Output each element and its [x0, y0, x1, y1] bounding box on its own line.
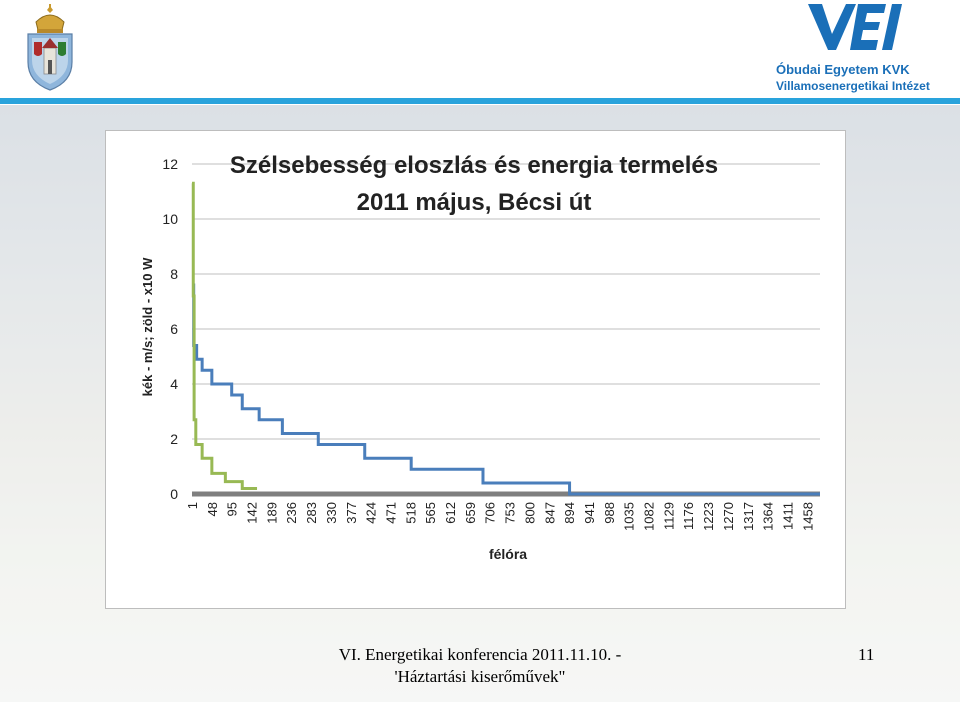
institution-name: Óbudai Egyetem KVK — [776, 62, 910, 77]
y-tick-label: 2 — [170, 431, 178, 447]
footer-line-2: 'Háztartási kiserőművek" — [394, 667, 566, 686]
y-tick-label: 12 — [162, 156, 178, 172]
footer-caption: VI. Energetikai konferencia 2011.11.10. … — [270, 644, 690, 688]
x-tick-label: 894 — [562, 502, 577, 524]
x-tick-label: 1364 — [761, 502, 776, 531]
x-tick-label: 1411 — [780, 502, 795, 530]
y-tick-label: 4 — [170, 376, 178, 392]
x-tick-label: 142 — [245, 502, 260, 524]
x-tick-label: 565 — [423, 502, 438, 524]
x-tick-label: 753 — [503, 502, 518, 524]
x-tick-label: 1129 — [661, 502, 676, 530]
x-tick-label: 612 — [443, 502, 458, 524]
x-tick-labels: 1 48 95 142 189 236 283 330 377 424 471 518 565 612 65… — [185, 502, 815, 531]
y-tick-labels: 0 2 4 6 8 10 12 — [162, 156, 178, 502]
x-tick-label: 48 — [205, 502, 220, 516]
x-tick-label: 1 — [185, 502, 200, 509]
y-tick-label: 6 — [170, 321, 178, 337]
page-number: 11 — [858, 645, 875, 664]
x-tick-label: 1082 — [642, 502, 657, 531]
x-tick-label: 800 — [522, 502, 537, 524]
x-tick-label: 1035 — [622, 502, 637, 531]
y-tick-label: 10 — [162, 211, 178, 227]
y-tick-label: 8 — [170, 266, 178, 282]
chart-panel: 0 2 4 6 8 10 12 1 48 95 142 189 236 283 330 377 424 471 5… — [105, 130, 846, 609]
x-tick-label: 1223 — [701, 502, 716, 531]
x-tick-label: 330 — [324, 502, 339, 524]
y-axis-label: kék - m/s; zöld - x10 W — [140, 257, 155, 396]
university-crest-icon — [27, 4, 73, 91]
vei-logo-icon — [808, 4, 902, 50]
x-tick-label: 988 — [602, 502, 617, 524]
x-tick-label: 518 — [403, 502, 418, 524]
x-tick-label: 377 — [344, 502, 359, 524]
x-tick-label: 941 — [582, 502, 597, 524]
x-tick-label: 95 — [225, 502, 240, 516]
x-tick-label: 1458 — [800, 502, 815, 531]
institute-name: Villamosenergetikai Intézet — [776, 79, 930, 93]
x-tick-label: 1317 — [741, 502, 756, 531]
x-tick-label: 283 — [304, 502, 319, 524]
x-tick-label: 659 — [463, 502, 478, 524]
x-tick-label: 471 — [383, 502, 398, 524]
x-axis-label: félóra — [489, 546, 527, 562]
series-lines — [191, 181, 820, 497]
series-line-2 — [191, 181, 258, 490]
series-line-1 — [192, 283, 820, 496]
x-tick-label: 847 — [542, 502, 557, 524]
chart-svg: 0 2 4 6 8 10 12 1 48 95 142 189 236 283 330 377 424 471 5… — [140, 152, 820, 562]
chart-subtitle: 2011 május, Bécsi út — [357, 189, 592, 216]
x-tick-label: 1176 — [681, 502, 696, 530]
header-accent-bar — [0, 98, 960, 104]
y-tick-label: 0 — [170, 486, 178, 502]
footer-line-1: VI. Energetikai konferencia 2011.11.10. … — [338, 645, 622, 664]
x-tick-label: 1270 — [721, 502, 736, 531]
chart-title: Szélsebesség eloszlás és energia termelé… — [230, 152, 718, 179]
x-tick-label: 706 — [483, 502, 498, 524]
x-tick-label: 424 — [364, 502, 379, 524]
x-tick-label: 189 — [264, 502, 279, 524]
x-tick-label: 236 — [284, 502, 299, 524]
